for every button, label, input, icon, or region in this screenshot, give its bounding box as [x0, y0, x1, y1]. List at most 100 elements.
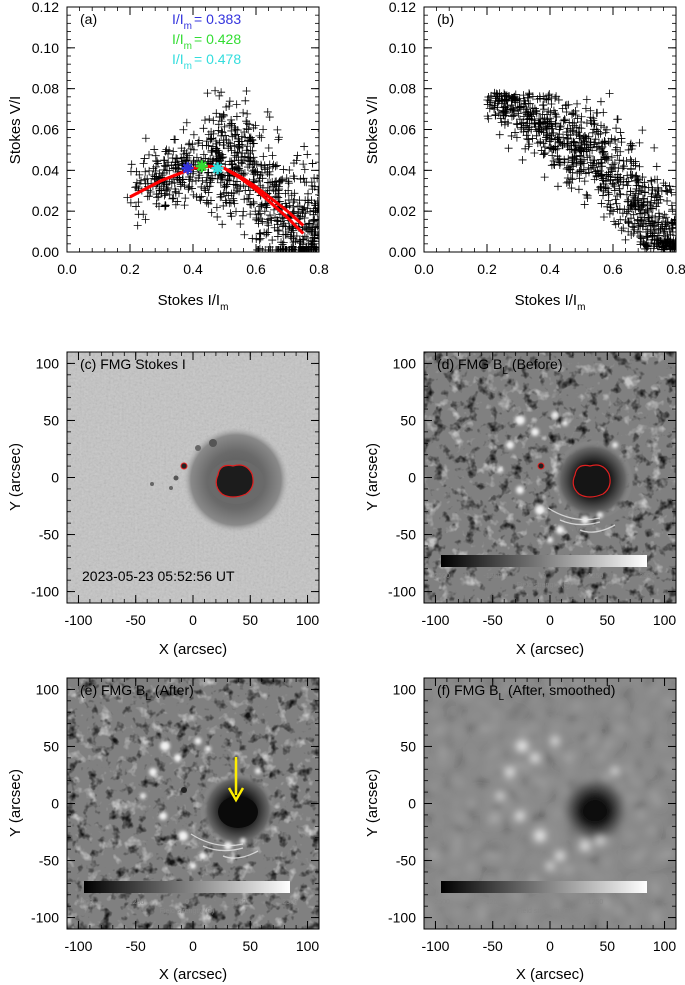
- panel-a-point: [315, 209, 319, 211]
- panel-b-point: [606, 176, 615, 185]
- panel-a-point: [161, 201, 170, 210]
- x-tick-label: -100: [421, 612, 449, 628]
- panel-b-point: [525, 123, 534, 132]
- panel-a-point: [143, 192, 152, 201]
- x-tick-label: -100: [421, 938, 449, 954]
- x-tick-label: 0.8: [666, 261, 685, 277]
- x-tick-label: 0.6: [246, 261, 266, 277]
- panel-b-point: [604, 196, 613, 205]
- panel-b-point: [650, 220, 659, 229]
- panel-b-point: [667, 201, 676, 210]
- panel-b-point: [652, 162, 661, 171]
- panel-a-point: [249, 123, 258, 132]
- panel-b-point: [510, 92, 519, 101]
- panel-b-point: [621, 235, 630, 244]
- panel-b-point: [588, 128, 597, 137]
- panel-a-point: [305, 219, 314, 228]
- panel-b-point: [635, 162, 644, 171]
- panel-a-point: [236, 219, 245, 228]
- panel-a-point: [184, 140, 193, 149]
- panel-b-point: [660, 227, 669, 236]
- panel-a-point: [300, 232, 309, 241]
- colorbar-tick-label: 0: [542, 899, 546, 906]
- panel-b-point: [576, 160, 585, 169]
- panel-a-point: [161, 189, 170, 198]
- panel-a-point: [168, 194, 177, 203]
- panel-a-point: [240, 127, 249, 136]
- panel-b-point: [620, 205, 629, 214]
- panel-b-point: [495, 130, 504, 139]
- x-tick-label: 100: [296, 938, 320, 954]
- panel-a-point: [216, 193, 225, 202]
- y-tick-label: 100: [36, 681, 60, 697]
- panel-a-point: [141, 215, 150, 224]
- panel-d-title: (d) FMG BL (Before): [437, 356, 562, 377]
- panel-a-point: [256, 209, 265, 218]
- panel-b-point: [670, 243, 676, 252]
- panel-b-point: [661, 218, 670, 227]
- panel-a-point: [230, 125, 239, 134]
- panel-b-point: [544, 107, 553, 116]
- y-tick-label: 0: [408, 470, 416, 486]
- panel-b-point: [572, 151, 581, 160]
- panel-b-point: [524, 135, 533, 144]
- panel-a-point: [252, 235, 261, 244]
- panel-a-point: [205, 115, 214, 124]
- panel-a-point: [206, 135, 215, 144]
- panel-a-point: [208, 148, 217, 157]
- panel-b-point: [575, 167, 584, 176]
- colorbar-tick-label: 1250: [231, 899, 247, 906]
- panel-a-point: [289, 203, 298, 212]
- panel-b-point: [538, 118, 547, 127]
- panel-a-point: [202, 137, 211, 146]
- panel-a-point: [245, 160, 254, 169]
- panel-b-point: [511, 96, 520, 105]
- panel-b-point: [666, 185, 675, 194]
- panel-b-point: [597, 121, 606, 130]
- panel-a-point: [263, 218, 272, 227]
- panel-a-point: [198, 176, 207, 185]
- panel-b-point: [659, 228, 668, 237]
- panel-a-point: [222, 135, 231, 144]
- panel-b-point: [499, 108, 508, 117]
- panel-a-point: [246, 134, 255, 143]
- panel-b-point: [654, 238, 663, 247]
- panel-a-point: [189, 157, 198, 166]
- panel-b-point: [612, 124, 621, 133]
- colorbar-tick-label: 2500: [282, 899, 298, 906]
- panel-a-point: [264, 215, 273, 224]
- panel-a-point: [202, 198, 211, 207]
- panel-b-point: [663, 196, 672, 205]
- panel-b-point: [589, 156, 598, 165]
- panel-b-point: [576, 145, 585, 154]
- panel-a-point: [153, 193, 162, 202]
- panel-a-point: [143, 174, 152, 183]
- panel-b-point: [639, 222, 648, 231]
- panel-b-point: [514, 109, 523, 118]
- panel-b-point: [568, 126, 577, 135]
- colorbar-tick-label: -2500: [432, 573, 450, 580]
- panel-a-point: [215, 138, 224, 147]
- panel-b-point: [517, 102, 526, 111]
- panel-b-point: [528, 103, 537, 112]
- panel-a-point: [139, 159, 148, 168]
- panel-b-point: [589, 114, 598, 123]
- panel-d-colorbar-labels: -2500 -1250 0 1250 2500 Field strength (G): [432, 573, 655, 589]
- panel-b-point: [556, 121, 565, 130]
- panel-b-point: [666, 230, 675, 239]
- panel-b-point: [613, 205, 622, 214]
- panel-a-point: [265, 170, 274, 179]
- panel-b-point: [584, 132, 593, 141]
- panel-a-point: [235, 164, 244, 173]
- marker-label-3: I/Im = 0.478: [172, 51, 241, 72]
- panel-a-point: [215, 91, 224, 100]
- panel-a-point: [244, 157, 253, 166]
- panel-b-point: [507, 101, 516, 110]
- panel-c-umbra-contour: [215, 464, 254, 498]
- panel-d-ticks: -100 -50 0 50 100 -100 -50 0 50 100: [388, 351, 676, 628]
- panel-b-point: [605, 209, 614, 218]
- panel-e-ticks: -100 -50 0 50 100 -100 -50 0 50 100: [31, 677, 320, 954]
- panel-a-point: [206, 178, 215, 187]
- panel-b-point: [619, 175, 628, 184]
- panel-a-point: [308, 159, 317, 168]
